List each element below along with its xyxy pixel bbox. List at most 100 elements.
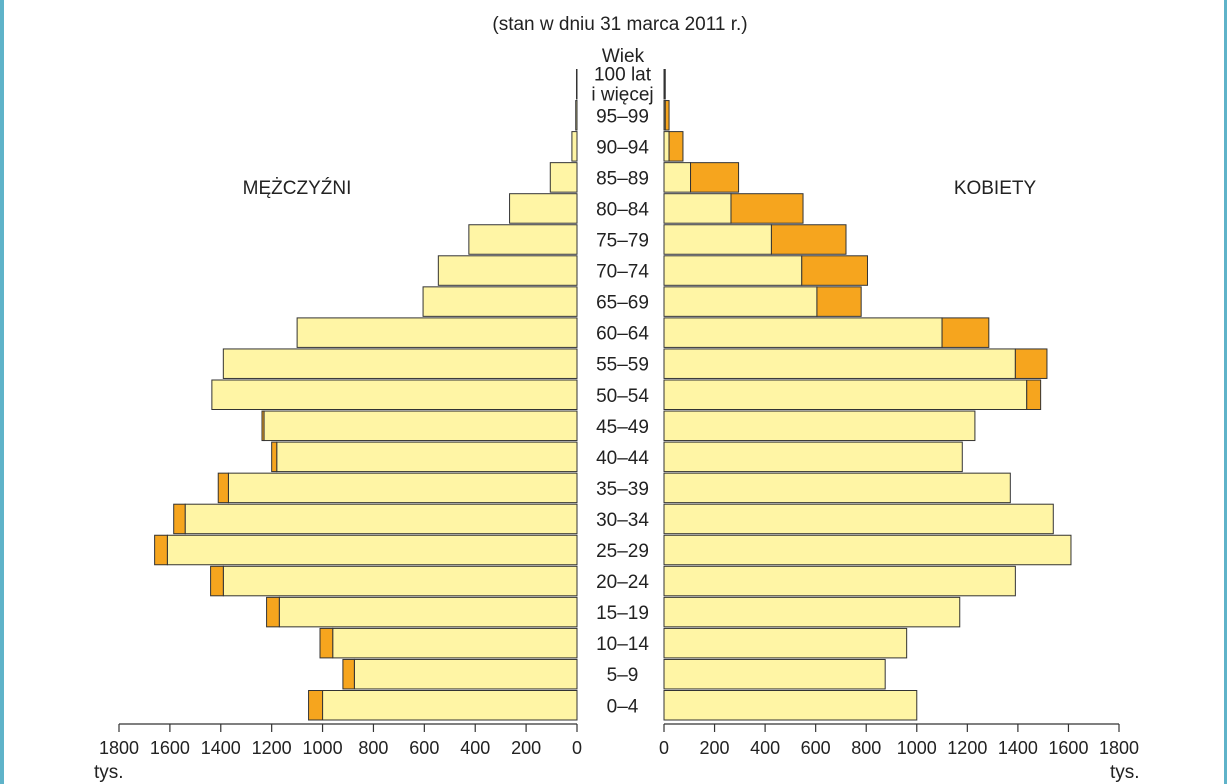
- female-bar: [663, 534, 1072, 566]
- male-excess-bar: [261, 410, 265, 442]
- female-bar: [663, 503, 1054, 535]
- female-excess-bar: [1026, 379, 1042, 410]
- right-frame-border: [1224, 0, 1227, 784]
- male-excess-bar: [210, 565, 224, 597]
- age-group-label: 35–39: [596, 479, 649, 500]
- right-tick-label: 600: [801, 738, 831, 758]
- male-bar: [575, 100, 578, 131]
- female-bar: [663, 472, 1011, 504]
- bars-group: [154, 69, 1072, 721]
- age-group-label: 55–59: [596, 355, 649, 376]
- right-tick-label: 1000: [897, 738, 937, 758]
- age-group-label: 45–49: [596, 417, 649, 438]
- age-group-label: 5–9: [607, 665, 639, 686]
- female-bar: [663, 224, 772, 255]
- female-bar: [663, 193, 732, 224]
- male-excess-bar: [342, 658, 355, 690]
- left-tick-label: 200: [511, 738, 541, 758]
- female-bar: [663, 441, 963, 473]
- female-excess-bar: [770, 224, 847, 255]
- female-bar: [663, 379, 1028, 410]
- left-unit-label: tys.: [94, 762, 124, 783]
- age-group-label: 90–94: [596, 137, 649, 158]
- chart-subtitle: (stan w dniu 31 marca 2011 r.): [492, 14, 747, 35]
- left-tick-label: 1600: [150, 738, 190, 758]
- female-bar: [663, 255, 803, 286]
- female-bar: [663, 317, 943, 348]
- left-tick-label: 1400: [201, 738, 241, 758]
- male-bar: [322, 690, 578, 721]
- right-tick-label: 1400: [998, 738, 1038, 758]
- men-label: MĘŻCZYŹNI: [243, 178, 352, 199]
- right-unit-label: tys.: [1110, 762, 1140, 783]
- left-tick-label: 1000: [303, 738, 343, 758]
- male-excess-bar: [308, 690, 324, 721]
- female-excess-bar: [1014, 348, 1048, 379]
- male-bar: [353, 658, 578, 690]
- female-excess-bar: [730, 193, 804, 224]
- age-group-label: 75–79: [596, 231, 649, 252]
- right-tick-label: 0: [659, 738, 669, 758]
- axes-group: 0 0 200 200 400 400 600 600 800 800 1000 1000 1200 12…: [99, 723, 1139, 758]
- male-bar: [222, 348, 578, 379]
- male-bar: [166, 534, 578, 566]
- female-bar: [663, 658, 886, 690]
- age-group-label: 80–84: [596, 199, 649, 220]
- male-bar: [575, 69, 578, 100]
- male-bar: [222, 565, 578, 597]
- age-group-label: 60–64: [596, 324, 649, 345]
- left-frame-border: [0, 0, 4, 784]
- women-label: KOBIETY: [954, 178, 1037, 199]
- female-excess-bar: [801, 255, 868, 286]
- female-excess-bar: [668, 131, 684, 162]
- right-tick-label: 400: [750, 738, 780, 758]
- female-excess-bar: [816, 286, 862, 317]
- age-labels-group: 0–4 5–9 10–14 15–19 20–24 25–29 30–34 35–39 40–4…: [591, 64, 653, 717]
- female-excess-bar: [690, 162, 740, 193]
- male-excess-bar: [271, 441, 278, 473]
- female-excess-bar: [664, 69, 666, 100]
- female-bar: [663, 627, 908, 659]
- age-group-label: 50–54: [596, 386, 649, 407]
- female-bar: [663, 286, 818, 317]
- female-bar: [663, 690, 918, 721]
- left-tick-label: 600: [409, 738, 439, 758]
- male-excess-bar: [217, 472, 229, 504]
- male-bar: [549, 162, 578, 193]
- age-group-label: 65–69: [596, 293, 649, 314]
- left-tick-label: 800: [358, 738, 388, 758]
- right-tick-label: 1600: [1048, 738, 1088, 758]
- age-group-label: 0–4: [607, 696, 639, 717]
- age-group-label: 30–34: [596, 510, 649, 531]
- right-tick-label: 1800: [1099, 738, 1139, 758]
- age-group-label: 10–14: [596, 634, 649, 655]
- male-bar: [468, 224, 578, 255]
- male-bar: [296, 317, 578, 348]
- male-bar: [184, 503, 578, 535]
- age-group-label: i więcej: [591, 84, 653, 105]
- male-bar: [571, 131, 578, 162]
- male-bar: [278, 596, 578, 628]
- female-bar: [663, 162, 692, 193]
- right-tick-label: 1200: [947, 738, 987, 758]
- male-bar: [332, 627, 578, 659]
- male-bar: [263, 410, 578, 442]
- age-group-label: 25–29: [596, 541, 649, 562]
- male-excess-bar: [266, 596, 280, 628]
- male-excess-bar: [319, 627, 334, 659]
- age-group-label: 20–24: [596, 572, 649, 593]
- male-excess-bar: [154, 534, 168, 566]
- left-tick-label: 400: [460, 738, 490, 758]
- male-bar: [227, 472, 578, 504]
- right-tick-label: 800: [851, 738, 881, 758]
- age-group-label: 85–89: [596, 168, 649, 189]
- female-bar: [663, 565, 1016, 597]
- age-group-label: 95–99: [596, 106, 649, 127]
- age-group-label: 40–44: [596, 448, 649, 469]
- left-tick-label: 1800: [99, 738, 139, 758]
- age-group-label: 100 lat: [594, 64, 652, 85]
- right-tick-label: 200: [700, 738, 730, 758]
- female-bar: [663, 410, 976, 442]
- female-excess-bar: [664, 100, 670, 131]
